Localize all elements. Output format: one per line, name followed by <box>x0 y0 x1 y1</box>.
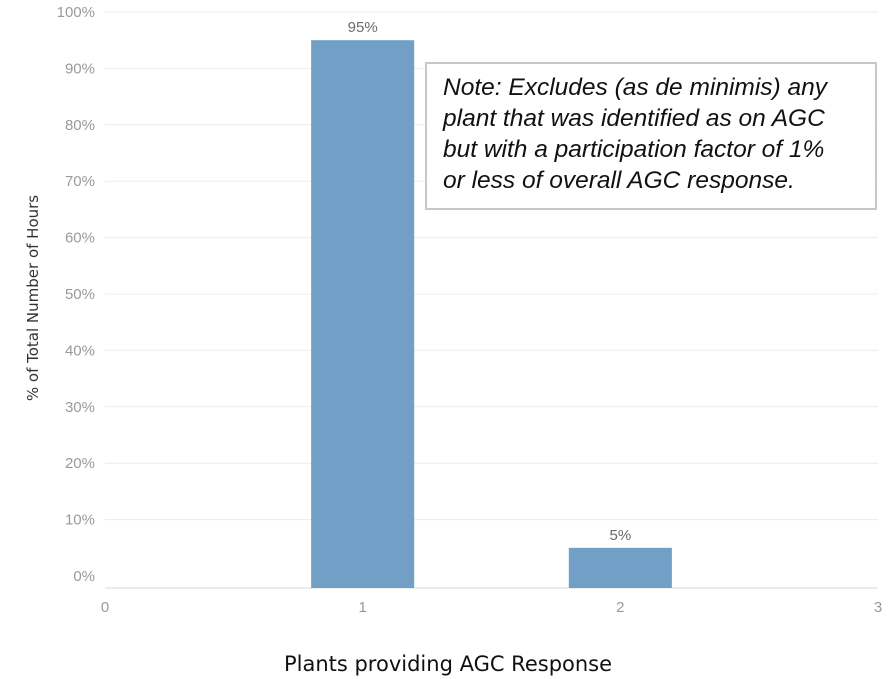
y-tick-label: 100% <box>57 4 95 21</box>
bar <box>311 40 415 588</box>
x-tick-label: 0 <box>101 599 109 616</box>
y-tick-label: 60% <box>65 230 95 247</box>
y-tick-label: 80% <box>65 117 95 134</box>
y-tick-label: 10% <box>65 512 95 529</box>
y-tick-label: 20% <box>65 455 95 472</box>
y-tick-label: 30% <box>65 399 95 416</box>
y-tick-label: 0% <box>73 568 95 585</box>
x-tick-labels: 0 1 2 3 <box>101 599 882 616</box>
x-tick-label: 2 <box>616 599 624 616</box>
data-labels: 95% 5% <box>348 19 632 544</box>
bar <box>568 547 672 588</box>
data-label: 5% <box>609 527 631 544</box>
note-box: Note: Excludes (as de minimis) any plant… <box>425 62 877 210</box>
y-axis-title: % of Total Number of Hours <box>24 195 42 401</box>
y-tick-label: 40% <box>65 342 95 359</box>
x-tick-label: 3 <box>874 599 882 616</box>
data-label: 95% <box>348 19 378 36</box>
y-tick-label: 70% <box>65 173 95 190</box>
x-tick-label: 1 <box>358 599 366 616</box>
y-tick-label: 90% <box>65 60 95 77</box>
y-tick-label: 50% <box>65 286 95 303</box>
bars <box>311 40 672 588</box>
x-axis-title: Plants providing AGC Response <box>284 652 612 676</box>
y-tick-labels: 0% 10% 20% 30% 40% 50% 60% 70% 80% 90% 100% <box>57 4 95 585</box>
